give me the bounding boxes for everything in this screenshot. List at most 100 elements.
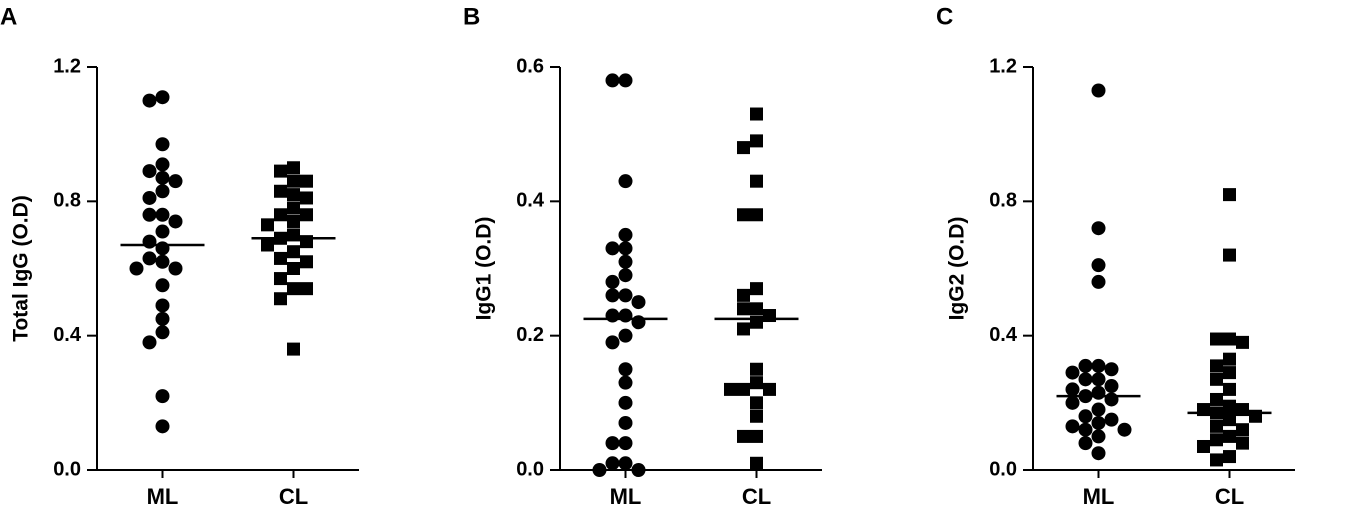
data-point: [1210, 359, 1223, 373]
data-point: [763, 382, 776, 396]
data-point: [155, 184, 170, 199]
y-tick-label: 0.2: [516, 324, 544, 346]
data-point: [155, 241, 170, 256]
x-tick-label: ML: [610, 484, 642, 509]
data-point: [274, 164, 287, 178]
data-point: [618, 174, 633, 189]
data-point: [737, 302, 750, 316]
x-tick-label: CL: [279, 484, 308, 509]
data-point: [605, 288, 620, 303]
data-point: [1210, 419, 1223, 433]
panel-label: A: [0, 3, 17, 30]
data-point: [142, 251, 157, 266]
data-point: [618, 395, 633, 410]
data-point: [142, 207, 157, 222]
data-point: [1104, 392, 1119, 407]
x-tick-label: CL: [1215, 484, 1244, 509]
data-point: [750, 208, 763, 222]
y-tick-label: 0.4: [516, 190, 545, 212]
data-point: [1197, 439, 1210, 453]
data-point: [750, 456, 763, 470]
data-point: [631, 295, 646, 310]
data-point: [750, 134, 763, 148]
data-point: [155, 325, 170, 340]
data-point: [1223, 429, 1236, 443]
data-point: [274, 272, 287, 286]
data-point: [1210, 453, 1223, 467]
y-tick-label: 0.4: [53, 324, 82, 346]
data-point: [618, 254, 633, 269]
data-point: [142, 93, 157, 108]
y-tick-label: 0.6: [516, 55, 544, 77]
data-point: [618, 241, 633, 256]
data-point: [155, 170, 170, 185]
y-tick-label: 0.4: [989, 324, 1018, 346]
data-point: [618, 227, 633, 242]
data-point: [618, 288, 633, 303]
data-point: [1091, 429, 1106, 444]
data-point: [287, 161, 300, 175]
data-point: [287, 201, 300, 215]
data-point: [155, 224, 170, 239]
data-point: [287, 245, 300, 259]
data-point: [737, 322, 750, 336]
data-point: [1078, 358, 1093, 373]
data-point: [605, 456, 620, 471]
data-point: [618, 456, 633, 471]
data-point: [1104, 362, 1119, 377]
data-point: [1078, 372, 1093, 387]
data-point: [1236, 335, 1249, 349]
data-point: [1091, 258, 1106, 273]
data-point: [261, 218, 274, 232]
data-point: [750, 107, 763, 121]
data-point: [1210, 433, 1223, 447]
y-axis-label: Total IgG (O.D): [10, 195, 33, 342]
data-point: [142, 190, 157, 205]
data-point: [1223, 248, 1236, 262]
data-point: [155, 419, 170, 434]
data-point: [287, 214, 300, 228]
data-point: [737, 382, 750, 396]
data-point: [155, 311, 170, 326]
data-point: [1210, 392, 1223, 406]
data-point: [1065, 365, 1080, 380]
panel-label: B: [463, 3, 480, 30]
data-point: [1065, 382, 1080, 397]
data-point: [142, 335, 157, 350]
data-point: [1236, 436, 1249, 450]
data-point: [1223, 413, 1236, 427]
x-tick-label: ML: [147, 484, 179, 509]
data-point: [1091, 385, 1106, 400]
data-point: [168, 174, 183, 189]
data-point: [168, 261, 183, 276]
y-tick-label: 0.8: [989, 190, 1017, 212]
data-point: [1078, 436, 1093, 451]
data-point: [618, 436, 633, 451]
data-point: [631, 315, 646, 330]
data-point: [155, 157, 170, 172]
data-point: [155, 298, 170, 313]
data-point: [737, 208, 750, 222]
data-point: [168, 214, 183, 229]
data-point: [1223, 352, 1236, 366]
data-point: [618, 375, 633, 390]
panel-label: C: [936, 3, 953, 30]
data-point: [750, 429, 763, 443]
y-tick-label: 0.8: [53, 190, 81, 212]
data-point: [1091, 372, 1106, 387]
data-point: [750, 409, 763, 423]
data-point: [592, 463, 607, 477]
data-point: [1065, 395, 1080, 410]
data-point: [1091, 446, 1106, 461]
data-point: [618, 268, 633, 283]
data-point: [737, 429, 750, 443]
data-point: [618, 415, 633, 430]
y-axis-label: IgG1 (O.D): [473, 217, 496, 321]
data-point: [287, 174, 300, 188]
data-point: [605, 308, 620, 323]
data-point: [1117, 422, 1132, 437]
data-point: [142, 164, 157, 179]
data-point: [1223, 399, 1236, 413]
data-point: [1223, 332, 1236, 346]
